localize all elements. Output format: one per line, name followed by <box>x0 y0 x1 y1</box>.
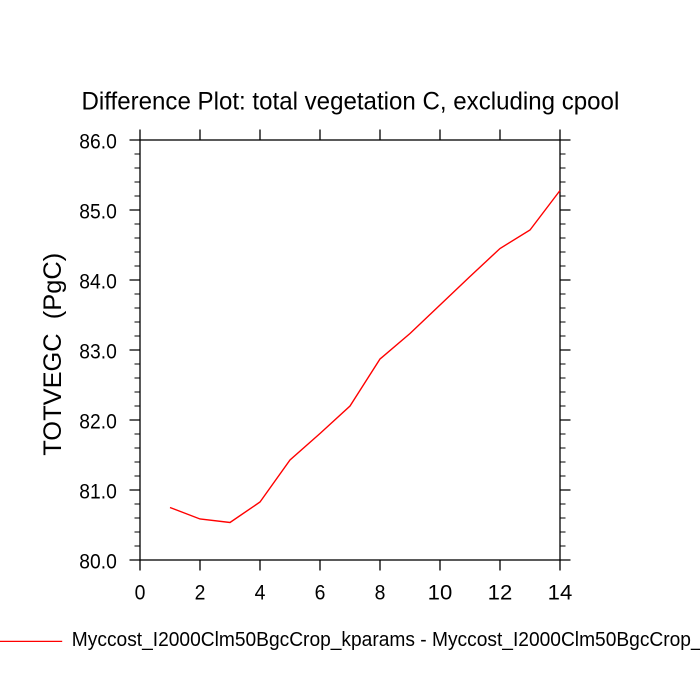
svg-text:80.0: 80.0 <box>79 549 117 573</box>
svg-text:2: 2 <box>195 581 206 605</box>
svg-text:TOTVEGC (PgC): TOTVEGC (PgC) <box>39 253 67 456</box>
svg-text:8: 8 <box>375 581 386 605</box>
svg-text:84.0: 84.0 <box>79 269 117 293</box>
svg-text:85.0: 85.0 <box>79 199 117 223</box>
svg-text:10: 10 <box>428 581 453 605</box>
svg-text:Difference Plot: total vegetat: Difference Plot: total vegetation C, exc… <box>82 88 620 116</box>
svg-text:81.0: 81.0 <box>79 479 117 503</box>
svg-text:4: 4 <box>255 581 266 605</box>
svg-text:14: 14 <box>548 581 573 605</box>
svg-text:6: 6 <box>315 581 326 605</box>
svg-text:86.0: 86.0 <box>79 129 117 153</box>
svg-text:Myccost_I2000Clm50BgcCrop_kpar: Myccost_I2000Clm50BgcCrop_kparams - Mycc… <box>72 629 700 651</box>
svg-text:82.0: 82.0 <box>79 409 117 433</box>
svg-text:0: 0 <box>135 581 146 605</box>
svg-text:83.0: 83.0 <box>79 339 117 363</box>
svg-text:12: 12 <box>488 581 513 605</box>
